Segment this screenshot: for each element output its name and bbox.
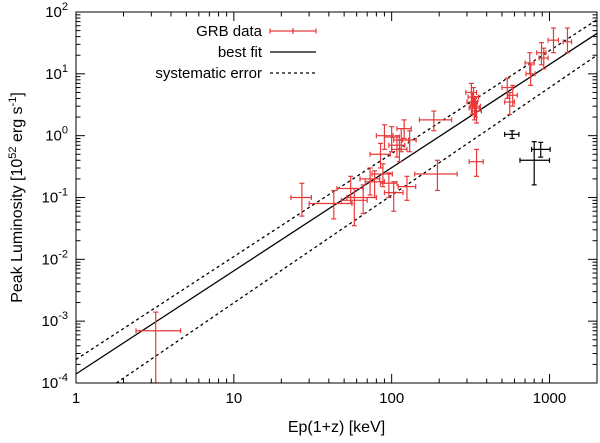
y-tick-label: 10-4 [42, 372, 68, 392]
data-point [396, 119, 412, 140]
data-point [470, 100, 482, 124]
data-point [504, 130, 520, 140]
y-tick-label-exponent: -3 [58, 310, 68, 322]
data-point [418, 110, 453, 132]
data-point [547, 27, 560, 54]
data-point [536, 41, 547, 66]
data-point [290, 182, 312, 217]
data-point [414, 159, 458, 192]
data-point [562, 27, 573, 54]
y-tick-label-base: 10 [42, 313, 59, 330]
y-tick-label-exponent: 0 [62, 125, 68, 137]
data-point [308, 189, 353, 220]
x-tick-label: 100 [379, 390, 404, 407]
y-tick-label-base: 10 [42, 375, 59, 392]
legend: GRB data best fit systematic error [155, 23, 317, 82]
y-tick-label-exponent: 1 [62, 63, 68, 75]
data-point [383, 181, 404, 212]
lower-systematic-line [115, 54, 597, 383]
data-point [525, 64, 536, 87]
legend-label: systematic error [155, 65, 262, 82]
y-tick-label-base: 10 [42, 251, 59, 268]
upper-systematic-line [76, 19, 597, 361]
data-point [364, 170, 386, 199]
y-tick-label-base: 10 [42, 190, 59, 207]
y-tick-label-exponent: 2 [62, 1, 68, 13]
y-tick-label: 100 [45, 125, 68, 145]
y-tick-label-base: 10 [45, 66, 62, 83]
x-tick-label: 1 [72, 390, 80, 407]
x-tick-label: 10 [225, 390, 242, 407]
data-point [468, 97, 481, 121]
data-point [391, 139, 408, 163]
legend-label: GRB data [196, 23, 263, 40]
data-point [388, 135, 406, 158]
y-axis-title-part-3: ] [9, 92, 26, 96]
y-tick-label-exponent: -1 [58, 187, 68, 199]
data-point [401, 130, 417, 153]
data-layer [76, 19, 597, 383]
data-point [397, 175, 417, 201]
y-axis-title-exponent-1: 52 [7, 146, 19, 158]
data-point [507, 84, 518, 107]
data-point [530, 141, 551, 158]
y-tick-label-exponent: -4 [58, 372, 68, 384]
x-tick-label: 1000 [533, 390, 566, 407]
data-point [468, 148, 484, 177]
y-tick-label-base: 10 [45, 4, 62, 21]
legend-sample-errorbar [269, 28, 317, 34]
x-axis-title: Ep(1+z) [keV] [288, 419, 385, 436]
legend-label: best fit [218, 44, 263, 61]
y-axis-title: Peak Luminosity [1052 erg s-1] [7, 92, 26, 303]
data-point [135, 311, 182, 383]
y-axis-title-part-2: erg s [9, 106, 26, 146]
y-tick-label: 10-1 [42, 187, 68, 207]
y-tick-label-exponent: -2 [58, 248, 68, 260]
data-point [538, 47, 549, 70]
y-tick-label-base: 10 [45, 128, 62, 145]
data-point [346, 184, 377, 215]
outlier-series [504, 130, 551, 186]
y-tick-label: 10-3 [42, 310, 68, 330]
data-point [469, 95, 482, 118]
y-axis-title-exponent-2: -1 [7, 97, 19, 107]
y-axis-title-part-1: Peak Luminosity [10 [9, 159, 26, 303]
y-tick-label: 10-2 [42, 248, 68, 268]
grb-data-series [135, 27, 573, 383]
y-tick-label: 102 [45, 1, 68, 21]
y-tick-label: 101 [45, 63, 68, 83]
